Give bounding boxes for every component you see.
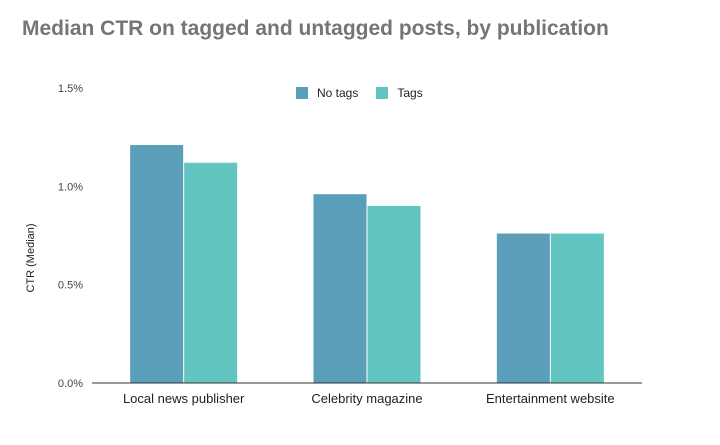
x-tick-label: Entertainment website xyxy=(486,391,615,406)
legend-label-tags: Tags xyxy=(397,86,423,100)
y-tick-label: 0.0% xyxy=(58,378,83,390)
y-tick-label: 1.0% xyxy=(58,181,83,193)
y-tick-label: 0.5% xyxy=(58,280,83,292)
bar-no-tags-celebrity-magazine[interactable] xyxy=(313,194,367,383)
legend-item-no-tags[interactable]: No tags xyxy=(296,86,358,100)
bar-tags-celebrity-magazine[interactable] xyxy=(367,206,421,383)
x-axis-labels: Local news publisher Celebrity magazine En… xyxy=(123,391,615,406)
y-tick-label: 1.5% xyxy=(58,83,83,95)
legend-item-tags[interactable]: Tags xyxy=(376,86,423,100)
bar-no-tags-entertainment-website[interactable] xyxy=(496,233,550,383)
legend-swatch-tags xyxy=(376,87,389,99)
legend-label-no-tags: No tags xyxy=(317,86,359,100)
bars-group xyxy=(130,145,604,383)
chart-legend: No tags Tags xyxy=(296,86,441,100)
y-axis-ticks: 0.0% 0.5% 1.0% 1.5% xyxy=(58,83,83,390)
chart-title: Median CTR on tagged and untagged posts,… xyxy=(22,17,609,40)
x-tick-label: Celebrity magazine xyxy=(311,391,422,406)
x-tick-label: Local news publisher xyxy=(123,391,245,406)
legend-swatch-no-tags xyxy=(296,87,308,99)
y-axis-title: CTR (Median) xyxy=(25,223,37,292)
bar-tags-local-news-publisher[interactable] xyxy=(184,162,238,383)
bar-tags-entertainment-website[interactable] xyxy=(550,233,604,383)
bar-no-tags-local-news-publisher[interactable] xyxy=(130,145,184,383)
